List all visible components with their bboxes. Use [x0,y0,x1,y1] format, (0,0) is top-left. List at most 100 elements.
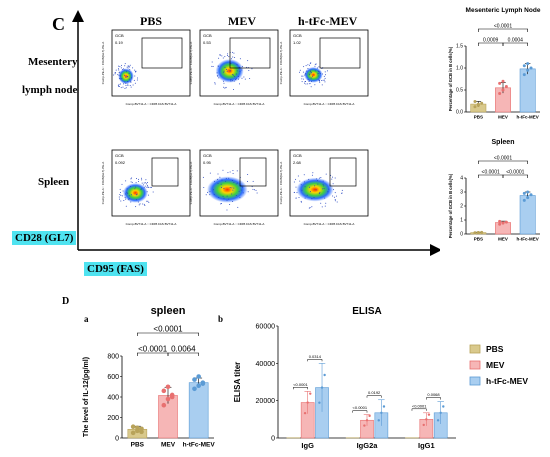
flow-event-dot [128,195,130,197]
flow-event-dot [128,78,130,80]
flow-event-dot [138,178,140,180]
y-tick-label: 800 [107,353,119,360]
flow-event-dot [295,186,297,188]
flow-event-dot [129,66,131,68]
data-point [323,373,326,377]
data-point [169,394,175,400]
flow-density-cloud [296,177,334,202]
chart-elisa: ELISA 0 20000 40000 60000 ELISA titer IgG IgG2a… [233,306,528,450]
flow-event-dot [121,64,123,66]
flow-event-dot [146,186,148,188]
flow-event-dot [136,193,138,195]
y-tick-label: 200 [107,415,119,422]
data-point [480,230,484,234]
flow-event-dot [319,72,321,74]
flow-event-dot [125,85,127,87]
category-label: MEV [498,237,508,242]
data-point [130,430,136,436]
flow-event-dot [238,66,240,68]
flow-event-dot [212,189,214,191]
flow-event-dot [120,78,122,80]
flow-density-cloud [215,59,244,83]
p-value-label: <0.0001 [412,403,427,408]
flow-event-dot [130,181,132,183]
flow-event-dot [315,189,317,191]
flow-event-dot [123,200,125,202]
flow-event-dot [223,82,225,84]
flow-event-dot [132,84,134,86]
flow-event-dot [306,194,308,196]
flow-event-dot [226,54,228,56]
flow-event-dot [334,192,336,194]
data-point [425,418,428,421]
data-point [196,383,201,389]
data-point [436,419,440,422]
flow-event-dot [119,192,121,194]
flow-event-dot [149,186,151,188]
flow-event-dot [227,53,229,55]
flow-event-dot [256,192,258,194]
flow-event-dot [255,189,257,191]
flow-event-dot [125,71,127,73]
y-tick-label: 1.0 [456,66,463,72]
flow-event-dot [322,180,324,182]
flow-event-dot [218,57,220,59]
flow-event-dot [219,54,221,56]
flow-event-dot [135,70,137,72]
category-label: PBS [131,442,145,449]
data-point [318,401,321,404]
flow-event-dot [224,67,226,69]
flow-event-dot [226,209,228,211]
flow-event-dot [318,192,320,194]
flow-event-dot [127,67,129,69]
flow-event-dot [247,191,249,193]
flow-event-dot [308,80,310,82]
flow-event-dot [242,186,244,188]
flow-event-dot [119,75,121,77]
data-point [529,193,533,197]
flow-event-dot [326,70,328,72]
flow-event-dot [301,75,303,77]
flow-event-dot [234,57,236,59]
flow-event-dot [226,199,228,201]
flow-event-dot [135,186,137,188]
significance-bracket [478,160,528,164]
gcb-gate [151,157,179,187]
flow-event-dot [232,189,234,191]
flow-event-dot [216,72,218,74]
flow-event-dot [252,180,254,182]
flow-event-dot [209,172,211,174]
p-value-label: <0.0001 [494,24,512,30]
flow-event-dot [118,196,120,198]
category-label: h-tFc-MEV [517,115,539,120]
gate-value: 2.68 [293,160,302,165]
flow-event-dot [134,75,136,77]
data-point [473,231,477,235]
flow-event-dot [118,69,120,71]
data-point [442,405,445,408]
flow-event-dot [324,205,326,207]
flow-event-dot [312,172,314,174]
gcb-gate [319,37,361,69]
flow-event-dot [211,61,213,63]
flow-event-dot [323,75,325,77]
flow-event-dot [128,198,130,200]
flow-event-dot [121,77,123,79]
flow-event-dot [124,74,126,76]
flow-event-dot [237,182,239,184]
flow-event-dot [315,178,317,180]
chart-title: Spleen [492,139,515,146]
flow-event-dot [300,184,302,186]
flow-event-dot [309,74,311,76]
flow-event-dot [295,178,297,180]
flow-event-dot [229,171,231,173]
y-axis-label: Percentage of GCB in B cells(%) [448,173,453,238]
flow-event-dot [237,75,239,77]
flow-event-dot [236,64,238,66]
flow-axis-x-label: Comp-BV711-A :: CD95 FAS BV711-A [304,222,355,226]
flow-event-dot [148,201,150,203]
flow-event-dot [235,183,237,185]
flow-event-dot [137,77,139,79]
flow-event-dot [324,71,326,73]
